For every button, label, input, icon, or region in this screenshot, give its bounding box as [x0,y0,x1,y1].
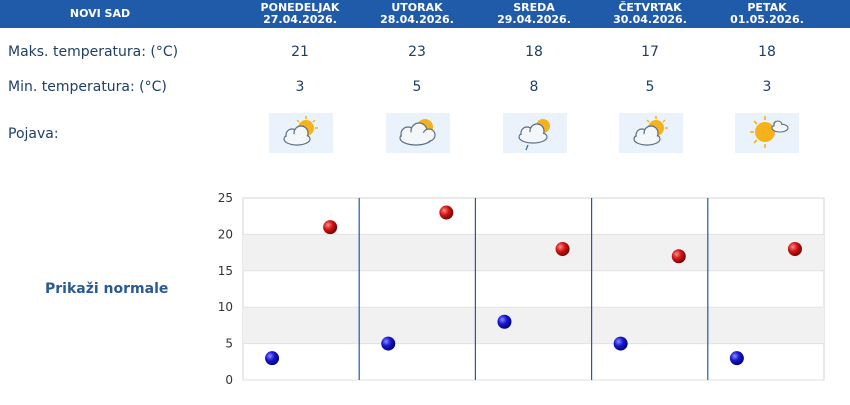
min-temp-value: 3 [295,79,305,95]
mostly-cloudy-icon [399,119,436,146]
max-temp-value: 18 [525,44,543,60]
day-name: SREDA [513,1,555,14]
y-tick-label: 10 [218,300,233,314]
min-temp-label: Min. temperatura: (°C) [8,79,167,95]
partly-cloudy-icon [283,116,318,146]
min-temp-value: 3 [762,79,772,95]
city-name: NOVI SAD [0,0,200,28]
max-temp-value: 18 [758,44,776,60]
min-temp-point[interactable] [497,314,512,329]
max-temp-point[interactable] [555,241,570,256]
day-date: 27.04.2026. [263,13,337,26]
max-temp-label: Maks. temperatura: (°C) [8,44,179,60]
day-date: 01.05.2026. [730,13,804,26]
min-temp-point[interactable] [613,336,628,351]
max-temp-value: 17 [641,44,659,60]
max-temp-point[interactable] [439,205,454,220]
day-date: 28.04.2026. [380,13,454,26]
pojava-label: Pojava: [8,126,59,142]
min-temp-value: 5 [412,79,422,95]
show-normals-link[interactable]: Prikaži normale [45,281,169,297]
min-temp-value: 8 [529,79,539,95]
y-tick-label: 25 [218,191,233,205]
y-tick-label: 5 [225,337,233,351]
y-tick-label: 15 [218,264,233,278]
grid-band [243,234,824,271]
grid-band [243,307,824,344]
day-header-4: PETAK 01.05.2026. [717,0,817,28]
cloudy-light-rain-icon [518,119,550,151]
day-name: UTORAK [391,1,443,14]
weather-icon-box [619,113,683,153]
plot-area [242,197,825,381]
min-temp-point[interactable] [265,351,280,366]
day-name: PETAK [747,1,787,14]
weather-icon-box [269,113,333,153]
day-header-1: UTORAK 28.04.2026. [367,0,467,28]
min-temp-value: 5 [645,79,655,95]
day-date: 29.04.2026. [497,13,571,26]
max-temp-point[interactable] [323,220,338,235]
day-header-0: PONEDELJAK 27.04.2026. [250,0,350,28]
weather-icon-box [503,113,567,153]
temperature-chart: 0 5 10 15 20 25 [218,191,825,387]
y-tick-label: 0 [225,373,233,387]
day-name: ČETVRTAK [618,1,682,14]
day-name: PONEDELJAK [260,1,340,14]
max-temp-value: 21 [291,44,309,60]
weather-icon-box [386,113,450,153]
day-date: 30.04.2026. [613,13,687,26]
forecast-header: NOVI SAD PONEDELJAK 27.04.2026. UTORAK 2… [0,0,850,28]
min-temp-point[interactable] [729,351,744,366]
partly-cloudy-icon [633,116,668,146]
max-temp-point[interactable] [671,249,686,264]
city-label: NOVI SAD [69,7,131,20]
max-temp-value: 23 [408,44,426,60]
min-temp-point[interactable] [381,336,396,351]
mostly-sunny-icon [750,116,789,148]
y-tick-label: 20 [218,227,233,241]
max-temp-point[interactable] [787,241,802,256]
day-header-3: ČETVRTAK 30.04.2026. [600,0,700,28]
weather-icon-box [735,113,799,153]
day-header-2: SREDA 29.04.2026. [484,0,584,28]
